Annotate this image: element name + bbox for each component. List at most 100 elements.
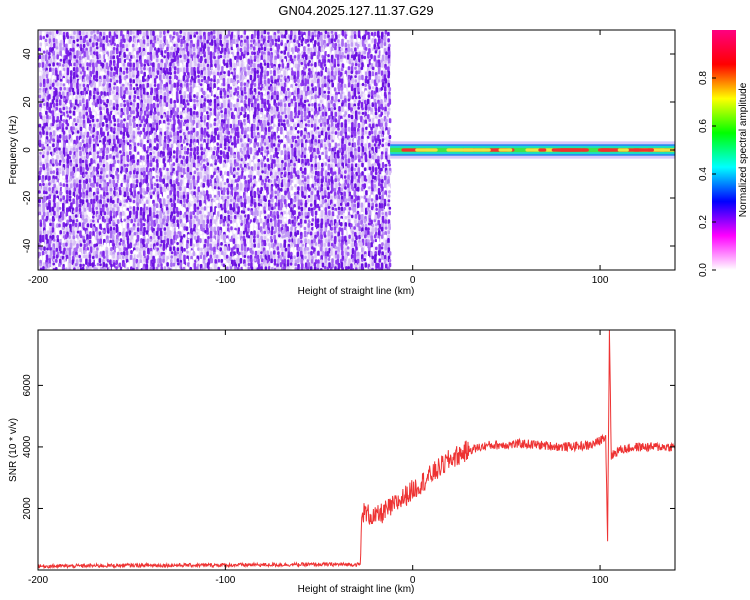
noise-cell bbox=[196, 242, 199, 247]
noise-cell bbox=[103, 75, 106, 80]
noise-cell bbox=[59, 150, 62, 155]
noise-cell bbox=[283, 103, 287, 108]
noise-cell bbox=[256, 267, 260, 270]
noise-cell bbox=[96, 203, 100, 208]
noise-cell bbox=[206, 231, 209, 235]
noise-cell bbox=[78, 195, 81, 200]
noise-cell bbox=[253, 51, 256, 56]
noise-cell bbox=[95, 139, 98, 146]
noise-cell bbox=[59, 102, 62, 106]
noise-cell bbox=[186, 138, 189, 143]
noise-cell bbox=[186, 150, 189, 155]
noise-cell bbox=[102, 255, 106, 259]
noise-cell bbox=[156, 183, 159, 189]
noise-cell bbox=[222, 190, 226, 196]
noise-cell bbox=[89, 166, 92, 170]
noise-cell bbox=[55, 119, 58, 123]
noise-cell bbox=[184, 79, 187, 83]
noise-cell bbox=[303, 106, 307, 112]
noise-cell bbox=[284, 126, 287, 132]
noise-cell bbox=[216, 38, 219, 44]
noise-cell bbox=[306, 247, 310, 251]
noise-cell bbox=[72, 134, 76, 140]
noise-cell bbox=[296, 70, 300, 78]
noise-cell bbox=[313, 266, 317, 270]
noise-cell bbox=[207, 46, 210, 52]
noise-cell bbox=[62, 83, 66, 87]
noise-cell bbox=[253, 34, 256, 39]
noise-cell bbox=[183, 186, 187, 194]
noise-cell bbox=[139, 150, 142, 156]
noise-cell bbox=[195, 142, 199, 147]
noise-cell bbox=[234, 191, 237, 198]
noise-cell bbox=[78, 207, 82, 213]
noise-cell bbox=[311, 67, 315, 72]
noise-cell bbox=[153, 187, 157, 192]
noise-cell bbox=[291, 219, 294, 225]
noise-cell bbox=[219, 158, 222, 164]
noise-cell bbox=[92, 42, 95, 48]
noise-cell bbox=[226, 190, 230, 195]
noise-cell bbox=[49, 222, 52, 227]
noise-cell bbox=[78, 146, 82, 151]
noise-cell bbox=[53, 258, 56, 262]
noise-cell bbox=[197, 70, 200, 75]
noise-cell bbox=[119, 207, 123, 211]
noise-cell bbox=[98, 54, 101, 59]
noise-cell bbox=[182, 207, 185, 214]
noise-cell bbox=[247, 98, 251, 105]
noise-cell bbox=[98, 78, 102, 82]
noise-cell bbox=[41, 242, 45, 247]
noise-cell bbox=[177, 198, 180, 204]
noise-cell bbox=[297, 78, 300, 84]
noise-cell bbox=[236, 178, 240, 183]
noise-cell bbox=[259, 199, 263, 204]
noise-cell bbox=[149, 118, 152, 124]
noise-cell bbox=[144, 59, 147, 64]
noise-cell bbox=[229, 266, 233, 270]
noise-cell bbox=[45, 74, 49, 79]
noise-cell bbox=[294, 46, 298, 53]
noise-cell bbox=[119, 98, 122, 104]
noise-cell bbox=[102, 71, 105, 75]
noise-cell bbox=[203, 130, 206, 136]
noise-cell bbox=[233, 136, 236, 141]
noise-cell bbox=[184, 103, 187, 109]
noise-cell bbox=[52, 135, 55, 139]
noise-cell bbox=[288, 102, 291, 108]
noise-cell bbox=[102, 195, 106, 200]
noise-cell bbox=[243, 46, 247, 51]
noise-cell bbox=[44, 266, 48, 270]
noise-cell bbox=[152, 250, 156, 255]
noise-cell bbox=[212, 150, 216, 156]
noise-cell bbox=[135, 266, 139, 270]
noise-cell bbox=[237, 94, 241, 99]
noise-cell bbox=[217, 226, 220, 232]
noise-cell bbox=[303, 170, 307, 175]
noise-cell bbox=[236, 158, 239, 163]
noise-cell bbox=[317, 71, 320, 77]
noise-cell bbox=[297, 158, 301, 164]
noise-cell bbox=[105, 38, 109, 43]
noise-cell bbox=[58, 206, 62, 210]
noise-cell bbox=[100, 91, 103, 96]
noise-cell bbox=[297, 106, 301, 111]
noise-cell bbox=[75, 238, 78, 242]
noise-cell bbox=[243, 86, 247, 92]
noise-cell bbox=[142, 115, 145, 121]
noise-cell bbox=[254, 223, 257, 227]
noise-cell bbox=[250, 70, 253, 74]
noise-cell bbox=[185, 134, 189, 139]
noise-cell bbox=[106, 142, 109, 146]
noise-cell bbox=[145, 194, 149, 198]
noise-cell bbox=[66, 247, 69, 251]
noise-cell bbox=[193, 110, 196, 116]
noise-cell bbox=[103, 59, 107, 63]
noise-cell bbox=[180, 119, 183, 123]
noise-cell bbox=[296, 39, 299, 44]
noise-cell bbox=[172, 127, 176, 133]
noise-cell bbox=[63, 98, 66, 102]
noise-cell bbox=[182, 75, 186, 82]
noise-cell bbox=[288, 238, 291, 243]
noise-cell bbox=[162, 166, 166, 171]
